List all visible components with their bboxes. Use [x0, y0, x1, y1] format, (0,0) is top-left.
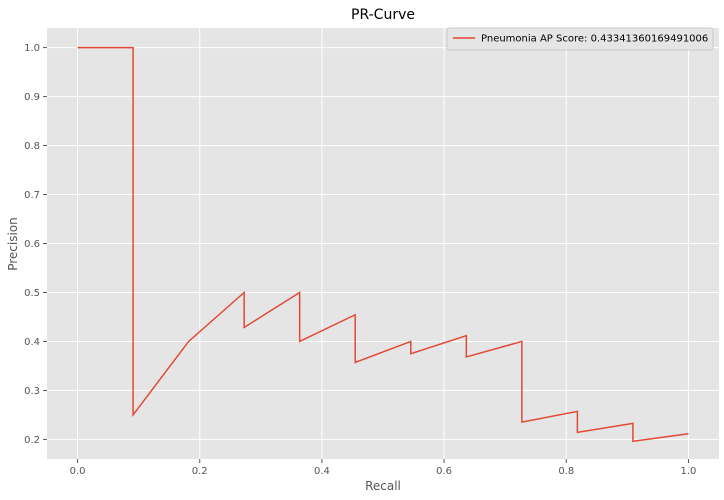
y-tick-label: 0.7	[24, 190, 40, 201]
chart-title: PR-Curve	[351, 7, 415, 23]
y-tick-label: 0.8	[24, 141, 40, 152]
x-axis-ticks: 0.0 0.2 0.4 0.6 0.8 1.0	[70, 459, 697, 477]
y-tick-label: 0.3	[24, 386, 40, 397]
y-tick-label: 0.2	[24, 435, 40, 446]
y-axis-label: Precision	[6, 217, 20, 271]
x-tick-label: 0.0	[70, 466, 86, 477]
y-tick-label: 0.6	[24, 239, 40, 250]
series-layer	[77, 46, 689, 443]
y-tick-label: 0.5	[24, 288, 40, 299]
x-tick-label: 0.4	[314, 466, 330, 477]
x-tick-label: 0.2	[192, 466, 208, 477]
y-tick-label: 0.9	[24, 92, 40, 103]
y-axis-ticks: 0.2 0.3 0.4 0.5 0.6 0.7 0.8 0.9 1.0	[24, 43, 47, 446]
x-tick-label: 0.8	[558, 466, 574, 477]
legend: Pneumonia AP Score: 0.43341360169491006	[446, 27, 714, 51]
legend-label: Pneumonia AP Score: 0.43341360169491006	[481, 34, 708, 45]
y-tick-label: 1.0	[24, 43, 40, 54]
x-tick-label: 1.0	[681, 466, 697, 477]
series-line	[77, 46, 689, 443]
x-tick-label: 0.6	[436, 466, 452, 477]
grid-lines	[47, 28, 719, 459]
y-tick-label: 0.4	[24, 337, 40, 348]
legend-box	[446, 27, 714, 51]
x-axis-label: Recall	[365, 479, 401, 493]
